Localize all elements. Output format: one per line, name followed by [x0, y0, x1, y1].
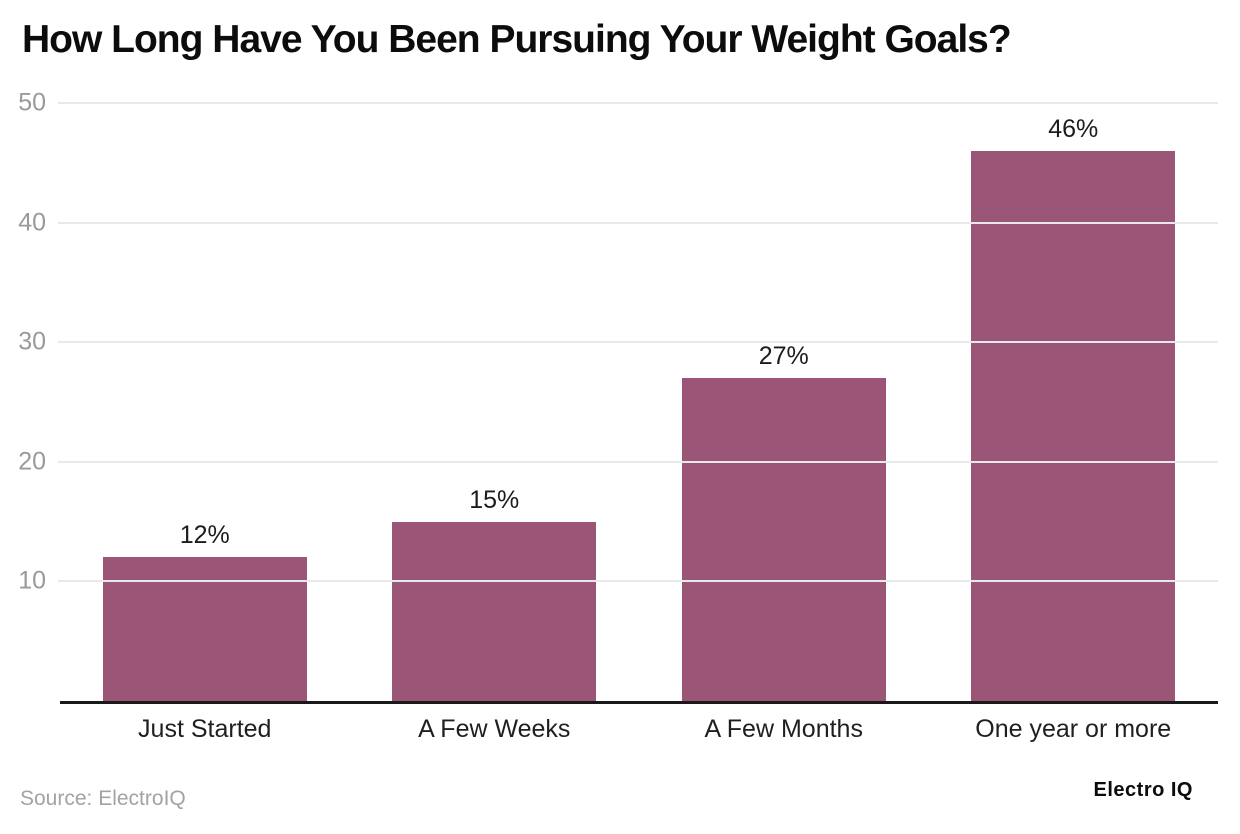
bar-value-label: 12% — [179, 521, 230, 550]
bar — [392, 521, 597, 701]
bar-column: 15% — [350, 103, 640, 701]
x-axis-label: Just Started — [138, 715, 272, 743]
bar-column: 46% — [929, 103, 1219, 701]
bars-row: 12% 15% 27% 46% — [60, 103, 1218, 701]
chart-title: How Long Have You Been Pursuing Your Wei… — [22, 18, 1012, 61]
bar-value-label: 46% — [1048, 114, 1099, 143]
x-axis-label: A Few Months — [704, 715, 863, 743]
plot-area: 12% 15% 27% 46% 10 20 30 40 50 — [18, 90, 1218, 704]
y-tick-label: 20 — [18, 447, 46, 476]
bar-value-label: 15% — [469, 485, 520, 514]
source-note: Source: ElectroIQ — [20, 787, 186, 810]
gridline — [58, 102, 1218, 104]
gridline — [58, 580, 1218, 583]
bar-column: 27% — [639, 103, 929, 701]
y-tick-label: 40 — [18, 208, 46, 237]
gridline — [58, 221, 1218, 224]
x-axis-label: A Few Weeks — [418, 715, 571, 743]
y-tick-label: 30 — [18, 327, 46, 356]
y-tick-label: 50 — [18, 88, 46, 117]
bar — [681, 378, 886, 701]
bar — [102, 557, 307, 701]
gridline — [58, 460, 1218, 463]
x-labels-row: Just Started A Few Weeks A Few Months One y… — [60, 714, 1218, 744]
gridline — [58, 341, 1218, 344]
brand-logo: Electro IQ — [1093, 779, 1193, 801]
y-tick-label: 10 — [18, 566, 46, 595]
bar — [971, 150, 1176, 701]
bar-value-label: 27% — [758, 342, 809, 371]
x-axis-label: One year or more — [975, 715, 1172, 743]
bar-column: 12% — [60, 103, 350, 701]
